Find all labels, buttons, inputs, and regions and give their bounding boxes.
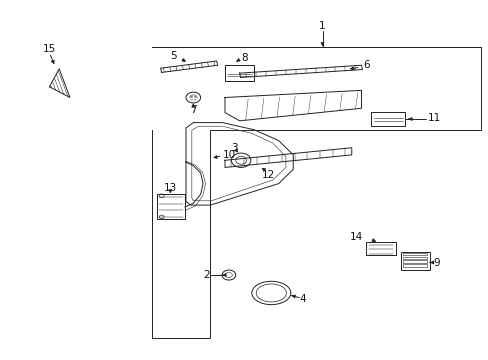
FancyBboxPatch shape	[370, 112, 405, 126]
Text: 10: 10	[223, 150, 236, 160]
Ellipse shape	[256, 284, 286, 302]
Ellipse shape	[251, 281, 290, 305]
FancyBboxPatch shape	[403, 264, 426, 267]
FancyBboxPatch shape	[157, 194, 184, 220]
Circle shape	[189, 95, 197, 100]
Text: 7: 7	[190, 105, 196, 115]
FancyBboxPatch shape	[400, 252, 429, 270]
FancyBboxPatch shape	[366, 242, 395, 255]
Text: 11: 11	[427, 113, 440, 123]
Text: 3: 3	[231, 143, 238, 153]
FancyBboxPatch shape	[403, 253, 426, 255]
Text: 15: 15	[43, 44, 56, 54]
Text: 13: 13	[163, 183, 177, 193]
Text: 1: 1	[319, 21, 325, 31]
FancyBboxPatch shape	[403, 257, 426, 259]
Text: 14: 14	[349, 232, 363, 242]
Text: 8: 8	[241, 53, 247, 63]
Text: 5: 5	[170, 51, 177, 61]
Text: 2: 2	[203, 270, 210, 280]
Text: 9: 9	[433, 258, 439, 268]
Text: 4: 4	[299, 294, 305, 304]
Text: 12: 12	[262, 170, 275, 180]
Text: 6: 6	[363, 60, 369, 70]
FancyBboxPatch shape	[403, 260, 426, 263]
FancyBboxPatch shape	[224, 65, 254, 81]
